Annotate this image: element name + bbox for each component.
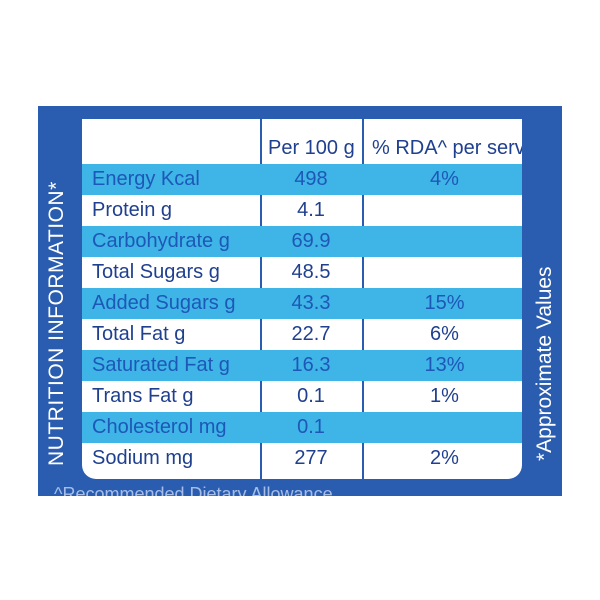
nutrient-name: Total Fat g [92, 323, 186, 345]
table-row: Added Sugars g 43.3 15% [82, 288, 522, 319]
table-row: Energy Kcal 498 4% [82, 164, 522, 195]
header-rda: % RDA^ per serve [372, 137, 522, 159]
nutrition-information-title: NUTRITION INFORMATION* [45, 181, 68, 466]
nutrient-rda: 4% [430, 168, 459, 190]
table-row: Cholesterol mg 0.1 [82, 412, 522, 443]
nutrient-rda: 6% [430, 323, 459, 345]
nutrition-table: Per 100 g % RDA^ per serve Energy Kcal 4… [82, 119, 522, 479]
nutrient-per100: 277 [294, 447, 328, 469]
nutrient-rda: 13% [424, 354, 465, 376]
rda-footnote: ^Recommended Dietary Allowance [54, 484, 333, 496]
nutrient-per100: 43.3 [291, 292, 331, 314]
table-row: Total Sugars g 48.5 [82, 257, 522, 288]
nutrient-per100: 498 [294, 168, 328, 190]
nutrition-panel: NUTRITION INFORMATION* Per 100 g % RDA^ … [38, 106, 562, 496]
nutrient-name: Carbohydrate g [92, 230, 230, 252]
approximate-values-note: *Approximate Values [533, 266, 556, 461]
nutrient-per100: 69.9 [291, 230, 331, 252]
header-per-100g: Per 100 g [268, 137, 355, 159]
table-header: Per 100 g % RDA^ per serve [82, 133, 522, 163]
table-row: Saturated Fat g 16.3 13% [82, 350, 522, 381]
nutrient-rda: 15% [424, 292, 465, 314]
nutrient-per100: 0.1 [297, 385, 325, 407]
nutrient-per100: 16.3 [291, 354, 331, 376]
table-row: Trans Fat g 0.1 1% [82, 381, 522, 412]
nutrient-rda: 2% [430, 447, 459, 469]
table-row: Sodium mg 277 2% [82, 443, 522, 474]
nutrient-per100: 22.7 [291, 323, 331, 345]
nutrient-name: Sodium mg [92, 447, 194, 469]
table-row: Carbohydrate g 69.9 [82, 226, 522, 257]
nutrient-name: Cholesterol mg [92, 416, 227, 438]
nutrient-name: Protein g [92, 199, 173, 221]
nutrient-rda: 1% [430, 385, 459, 407]
nutrient-per100: 48.5 [291, 261, 331, 283]
nutrient-name: Saturated Fat g [92, 354, 230, 376]
nutrient-per100: 0.1 [297, 416, 325, 438]
nutrient-name: Added Sugars g [92, 292, 236, 314]
nutrient-name: Total Sugars g [92, 261, 220, 283]
table-row: Protein g 4.1 [82, 195, 522, 226]
nutrient-per100: 4.1 [297, 199, 325, 221]
table-row: Total Fat g 22.7 6% [82, 319, 522, 350]
nutrient-name: Energy Kcal [92, 168, 200, 190]
nutrient-name: Trans Fat g [92, 385, 194, 407]
